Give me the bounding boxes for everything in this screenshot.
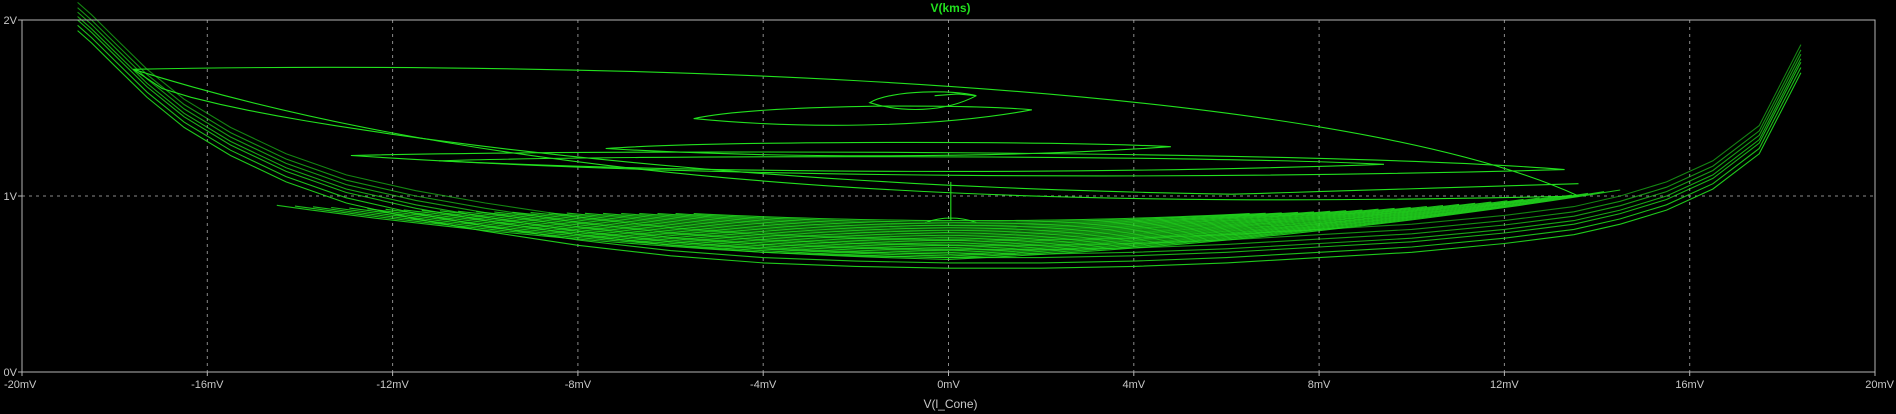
trace-band-line[interactable]	[512, 206, 1411, 238]
x-tick-label: 4mV	[1122, 379, 1145, 391]
trace-band-line[interactable]	[675, 212, 1266, 223]
trace-band-line[interactable]	[421, 201, 1492, 247]
trace-band-line[interactable]	[294, 191, 1605, 259]
trace-band-line[interactable]	[639, 211, 1299, 227]
trace-spiral-loop[interactable]	[605, 141, 1171, 157]
trace-band-line[interactable]	[439, 202, 1476, 245]
trace-envelope[interactable]	[77, 24, 1802, 264]
grid-lines	[22, 20, 1875, 372]
x-axis-label[interactable]: V(l_Cone)	[923, 397, 977, 411]
trace-spiral-loop[interactable]	[868, 91, 977, 111]
trace-band-line[interactable]	[566, 209, 1363, 233]
trace-band-line[interactable]	[530, 207, 1395, 237]
trace-band-line[interactable]	[621, 211, 1315, 228]
x-tick-label: 8mV	[1308, 379, 1331, 391]
trace-outer-arc[interactable]	[132, 68, 1579, 195]
trace-band-line[interactable]	[331, 194, 1572, 255]
trace-envelope[interactable]	[77, 30, 1802, 269]
trace-band-line[interactable]	[276, 189, 1621, 260]
trace-spiral-loop[interactable]	[438, 156, 1385, 172]
trace-band-line[interactable]	[458, 203, 1460, 243]
x-tick-label: 20mV	[1865, 379, 1894, 391]
y-tick-label: 0V	[4, 367, 18, 379]
trace-band-line[interactable]	[312, 192, 1589, 257]
trace-envelope[interactable]	[77, 16, 1802, 255]
trace-center-settle[interactable]	[925, 181, 977, 223]
trace-band-line[interactable]	[349, 195, 1556, 254]
trace-band-line[interactable]	[403, 200, 1508, 248]
x-tick-label: 16mV	[1675, 379, 1704, 391]
trace-band-line[interactable]	[657, 212, 1282, 225]
x-tick-label: 0mV	[937, 379, 960, 391]
x-tick-label: -20mV	[4, 379, 37, 391]
trace-band-line[interactable]	[385, 198, 1524, 250]
chart-title[interactable]: V(kms)	[930, 1, 970, 15]
y-tick-label: 1V	[4, 191, 18, 203]
trace-band-line[interactable]	[548, 208, 1379, 235]
trace-spiral-loop[interactable]	[350, 151, 1565, 177]
trace-band-line[interactable]	[476, 204, 1444, 242]
trace-top-blip[interactable]	[934, 93, 977, 97]
x-tick-label: -4mV	[750, 379, 777, 391]
trace-band-line[interactable]	[584, 210, 1347, 232]
trace-band-line[interactable]	[603, 210, 1331, 230]
trace-spiral-loop[interactable]	[693, 105, 1033, 126]
trace-band-line[interactable]	[367, 197, 1540, 252]
trace-layer	[77, 1, 1802, 269]
tick-labels: -20mV -16mV -12mV -8mV -4mV 0mV 4mV 8mV 12mV 16mV…	[4, 15, 1895, 391]
x-tick-label: -12mV	[376, 379, 409, 391]
trace-envelope[interactable]	[77, 19, 1802, 259]
x-tick-label: 12mV	[1490, 379, 1519, 391]
y-tick-label: 2V	[4, 15, 18, 27]
x-tick-label: -16mV	[191, 379, 224, 391]
trace-band-line[interactable]	[494, 205, 1427, 240]
x-tick-label: -8mV	[565, 379, 592, 391]
